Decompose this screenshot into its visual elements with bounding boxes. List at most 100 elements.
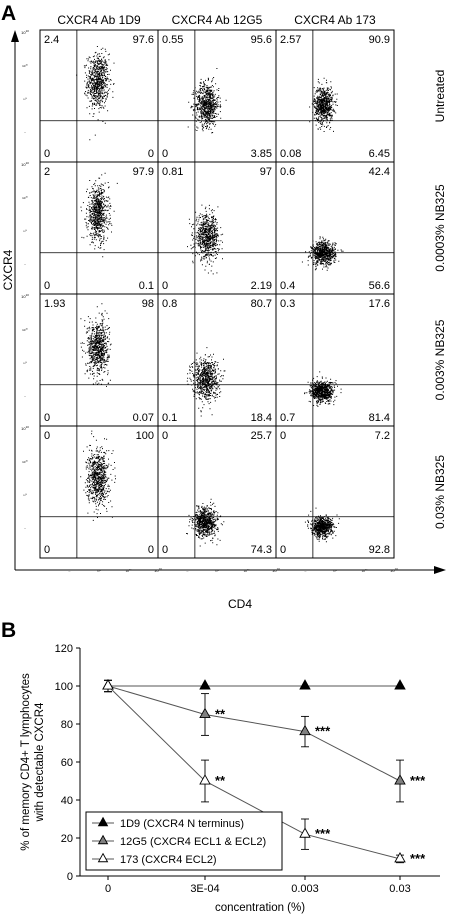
quadrant-ur-label: 97 (260, 166, 272, 178)
data-point (102, 679, 114, 690)
dot-plot: 0 25.7 0 74.3 (157, 425, 277, 559)
row-label: 0.003% NB325 (433, 319, 447, 400)
data-point (394, 679, 406, 690)
cell-events (186, 347, 226, 417)
quadrant-lr-label: 0.07 (133, 412, 154, 424)
row-label: 0.0003% NB325 (433, 184, 447, 272)
y-tick-label: 1010 (24, 264, 27, 266)
cell-events (309, 77, 338, 132)
y-tick-label: 1010 (23, 230, 27, 233)
y-tick-label: 80 (61, 719, 73, 731)
quadrant-ul-label: 0 (162, 430, 168, 442)
legend-label: 1D9 (CXCR4 N terminus) (120, 818, 244, 830)
cell-events (304, 507, 340, 543)
x-tick-label: 1010 (333, 570, 337, 573)
data-point (394, 852, 406, 863)
quadrant-ll-label: 0 (162, 280, 168, 292)
quadrant-ll-label: 0 (162, 544, 168, 556)
quadrant-ul-label: 0 (44, 430, 50, 442)
dot-plot: 0.6 42.4 0.4 56.6 (275, 161, 395, 295)
row-label: 0.03% NB325 (433, 455, 447, 529)
dot-plot-frame (157, 161, 277, 295)
significance-label: ** (215, 707, 226, 722)
x-tick-label: 1010 (362, 569, 369, 573)
cell-events (80, 172, 118, 258)
quadrant-ll-label: 0.08 (280, 148, 301, 160)
dot-plot-frame (275, 161, 395, 295)
x-axis-title-a: CD4 (228, 597, 252, 611)
significance-label: *** (410, 773, 426, 788)
quadrant-ll-label: 0 (162, 148, 168, 160)
quadrant-lr-label: 2.19 (251, 280, 272, 292)
dot-plot: 2.57 90.9 0.08 6.45 (275, 29, 395, 163)
y-tick-label: 1010 (23, 362, 27, 365)
dot-plot-frame (275, 29, 395, 163)
y-axis-title-b-line1: % of memory CD4+ T lymphocytes (20, 673, 32, 851)
panel-a: A CXCR4 Ab 1D9 CXCR4 Ab 12G5 CXCR4 Ab 173 … (1, 2, 447, 611)
quadrant-ur-label: 95.6 (251, 34, 272, 46)
cell-events (76, 46, 115, 141)
x-tick-label: 0.03 (389, 883, 410, 895)
quadrant-ll-label: 0 (44, 280, 50, 292)
cell-events (187, 68, 227, 134)
y-tick-label: 1010 (21, 161, 29, 167)
column-title: CXCR4 Ab 1D9 (57, 13, 141, 27)
dot-plot: 0.81 97 0 2.19 (157, 161, 277, 295)
x-tick-label: 1010 (126, 569, 133, 573)
y-tick-label: 1010 (21, 425, 29, 431)
cell-events (80, 303, 112, 387)
x-tick-label: 0.003 (291, 883, 319, 895)
data-point (299, 724, 311, 736)
significance-label: *** (315, 724, 331, 739)
quadrant-ur-label: 90.9 (369, 34, 390, 46)
dot-plot-frame (157, 425, 277, 559)
quadrant-ur-label: 80.7 (251, 298, 272, 310)
quadrant-ul-label: 0 (280, 430, 286, 442)
dot-plot: 0.3 17.6 0.7 81.4 (275, 293, 395, 427)
dot-plot-frame (157, 293, 277, 427)
legend-box (85, 811, 283, 871)
cell-events (304, 371, 342, 407)
quadrant-ur-label: 17.6 (369, 298, 390, 310)
x-tick-label: 3E-04 (190, 883, 219, 895)
x-axis-title-b: concentration (%) (215, 902, 305, 914)
quadrant-lr-label: 6.45 (369, 148, 390, 160)
y-tick-label: 120 (55, 643, 73, 655)
quadrant-ur-label: 97.6 (133, 34, 154, 46)
y-tick-label: 1010 (23, 98, 27, 101)
quadrant-lr-label: 56.6 (369, 280, 390, 292)
quadrant-ll-label: 0 (44, 412, 50, 424)
column-title: CXCR4 Ab 12G5 (172, 13, 263, 27)
row-label: Untreated (433, 70, 447, 123)
x-tick-label: 1010 (187, 571, 190, 573)
quadrant-ul-label: 0.8 (162, 298, 177, 310)
legend-marker (97, 816, 109, 827)
y-tick-label: 1010 (23, 494, 27, 497)
quadrant-ll-label: 0 (44, 544, 50, 556)
y-axis-arrowhead (11, 30, 19, 42)
quadrant-ll-label: 0.4 (280, 280, 295, 292)
legend-label: 12G5 (CXCR4 ECL1 & ECL2) (120, 836, 266, 848)
quadrant-lr-label: 3.85 (251, 148, 272, 160)
y-axis-title-a: CXCR4 (1, 249, 15, 290)
series-line (107, 685, 401, 860)
quadrant-lr-label: 81.4 (369, 412, 390, 424)
dot-plot: 2.4 97.6 0 0 (39, 29, 159, 163)
quadrant-ul-label: 2.4 (44, 34, 59, 46)
significance-label: ** (215, 773, 226, 788)
y-tick-label: 1010 (22, 328, 29, 332)
dot-plot-frame (157, 29, 277, 163)
column-title: CXCR4 Ab 173 (294, 13, 376, 27)
x-axis-arrowhead (434, 566, 446, 574)
series-line (107, 685, 401, 782)
quadrant-lr-label: 0 (148, 148, 154, 160)
dot-plot: 2 97.9 0 0.1 (39, 161, 159, 295)
quadrant-lr-label: 92.8 (369, 544, 390, 556)
y-tick-label: 1010 (22, 460, 29, 464)
quadrant-ll-label: 0 (44, 148, 50, 160)
y-tick-label: 60 (61, 757, 73, 769)
quadrant-ul-label: 2 (44, 166, 50, 178)
quadrant-lr-label: 0.1 (139, 280, 154, 292)
quadrant-ur-label: 98 (142, 298, 154, 310)
